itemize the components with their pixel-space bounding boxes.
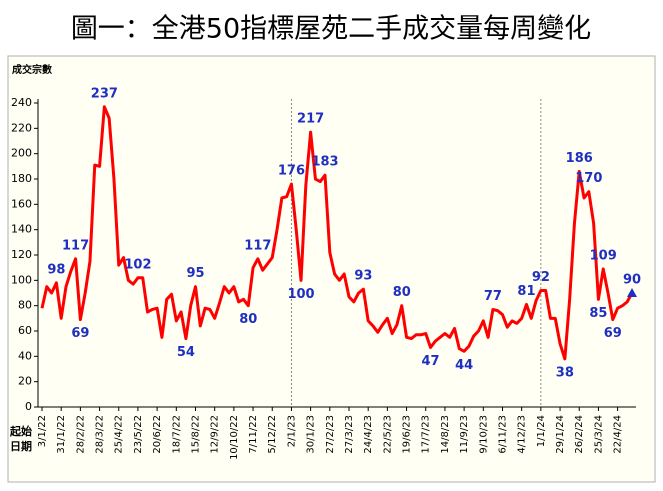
data-label: 237: [91, 86, 118, 101]
data-label: 217: [297, 112, 324, 127]
y-axis-label: 成交宗數: [12, 63, 52, 76]
x-tick-label: 12/9/22: [210, 415, 221, 454]
y-tick-label: 100: [11, 273, 32, 286]
x-tick-label: 3/1/22: [37, 415, 48, 447]
x-tick-label: 28/3/22: [95, 415, 106, 454]
data-label: 80: [239, 312, 257, 327]
data-label: 92: [532, 270, 550, 285]
y-tick-label: 200: [11, 147, 32, 160]
x-tick-label: 26/2/24: [574, 415, 585, 454]
y-tick-label: 220: [11, 121, 32, 134]
x-tick-label: 4/12/23: [517, 415, 528, 454]
y-tick-label: 140: [11, 223, 32, 236]
x-tick-label: 27/3/23: [344, 415, 355, 454]
data-label: 117: [244, 238, 271, 253]
x-tick-label: 11/9/23: [459, 415, 470, 454]
data-label: 69: [71, 326, 89, 341]
data-label: 54: [177, 345, 195, 360]
series-line: [40, 105, 634, 361]
end-marker: [627, 288, 637, 297]
data-label: 186: [566, 151, 593, 166]
y-tick-label: 120: [11, 248, 32, 261]
data-label: 100: [287, 287, 314, 302]
x-tick-label: 5/12/22: [267, 415, 278, 454]
y-tick-label: 60: [18, 324, 32, 337]
x-tick-label: 31/1/22: [56, 415, 67, 454]
y-tick-label: 0: [25, 400, 32, 413]
x-tick-label: 20/6/22: [152, 415, 163, 454]
data-label: 98: [47, 262, 65, 277]
data-label: 80: [393, 285, 411, 300]
data-label: 90: [623, 273, 641, 288]
data-label: 176: [278, 164, 305, 179]
chart-title: 圖一：全港50指標屋苑二手成交量每周變化: [71, 14, 591, 45]
y-tick-label: 40: [18, 349, 32, 362]
x-tick-label: 15/8/22: [190, 415, 201, 454]
x-tick-label: 23/5/22: [133, 415, 144, 454]
data-label: 183: [311, 155, 338, 170]
data-label: 170: [575, 171, 602, 186]
y-tick-label: 240: [11, 96, 32, 109]
x-tick-label: 29/1/24: [555, 415, 566, 454]
x-tick-label: 19/6/23: [402, 415, 413, 454]
data-label: 47: [421, 354, 439, 369]
x-tick-label: 10/10/22: [229, 415, 240, 460]
x-tick-label: 27/2/23: [325, 415, 336, 454]
data-label: 81: [517, 284, 535, 299]
x-axis-label: 日期: [10, 439, 32, 453]
x-tick-label: 22/5/23: [382, 415, 393, 454]
plot-area: [7, 55, 656, 483]
data-label: 85: [589, 306, 607, 321]
x-tick-label: 25/4/22: [114, 415, 125, 454]
x-tick-label: 2/1/23: [286, 415, 297, 447]
data-label: 44: [455, 358, 473, 373]
x-tick-label: 28/2/22: [75, 415, 86, 454]
x-tick-label: 18/7/22: [171, 415, 182, 454]
data-label: 93: [354, 269, 372, 284]
y-tick-label: 160: [11, 197, 32, 210]
x-tick-label: 1/1/24: [536, 415, 547, 447]
y-tick-label: 20: [18, 375, 32, 388]
x-tick-label: 6/11/23: [497, 415, 508, 454]
data-label: 102: [124, 257, 151, 272]
x-tick-label: 22/4/24: [613, 415, 624, 454]
x-tick-label: 24/4/23: [363, 415, 374, 454]
x-tick-label: 17/7/23: [421, 415, 432, 454]
data-label: 109: [590, 248, 617, 263]
y-tick-label: 180: [11, 172, 32, 185]
x-tick-label: 14/8/23: [440, 415, 451, 454]
x-axis-label: 起始: [9, 424, 32, 438]
x-tick-label: 25/3/24: [593, 415, 604, 454]
y-tick-label: 80: [18, 299, 32, 312]
data-label: 38: [556, 365, 574, 380]
x-tick-label: 30/1/23: [306, 415, 317, 454]
x-tick-label: 9/10/23: [478, 415, 489, 454]
data-label: 69: [604, 326, 622, 341]
data-label: 117: [62, 238, 89, 253]
x-tick-label: 7/11/22: [248, 415, 259, 454]
data-label: 95: [186, 266, 204, 281]
data-label: 77: [484, 289, 502, 304]
